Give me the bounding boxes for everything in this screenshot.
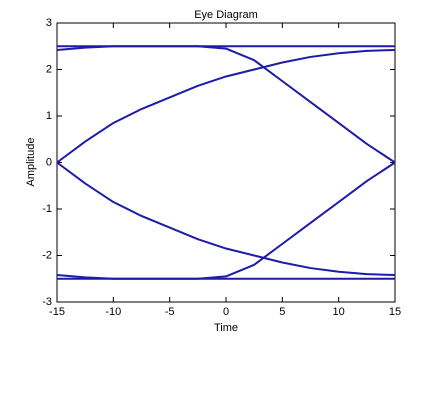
x-tick-label: 0 <box>223 306 229 318</box>
trace <box>56 48 396 164</box>
x-tick-label: 15 <box>389 306 401 318</box>
x-tick-label: -15 <box>49 306 65 318</box>
x-axis-label: Time <box>214 322 238 334</box>
y-axis-label: Amplitude <box>25 138 37 187</box>
x-tick-label: -10 <box>105 306 121 318</box>
plot-box <box>56 22 396 303</box>
y-tick-label: -3 <box>42 296 52 308</box>
trace <box>56 45 396 164</box>
x-tick-label: 10 <box>333 306 345 318</box>
y-tick-label: -2 <box>42 249 52 261</box>
trace <box>56 161 396 277</box>
x-tick-label: 5 <box>279 306 285 318</box>
y-tick-label: 3 <box>46 17 52 29</box>
y-tick-label: 2 <box>46 63 52 75</box>
y-tick-label: -1 <box>42 203 52 215</box>
x-tick-label: -5 <box>165 306 175 318</box>
y-tick-label: 0 <box>46 156 52 168</box>
y-tick-label: 1 <box>46 110 52 122</box>
trace <box>56 161 396 280</box>
chart-title: Eye Diagram <box>194 9 258 21</box>
